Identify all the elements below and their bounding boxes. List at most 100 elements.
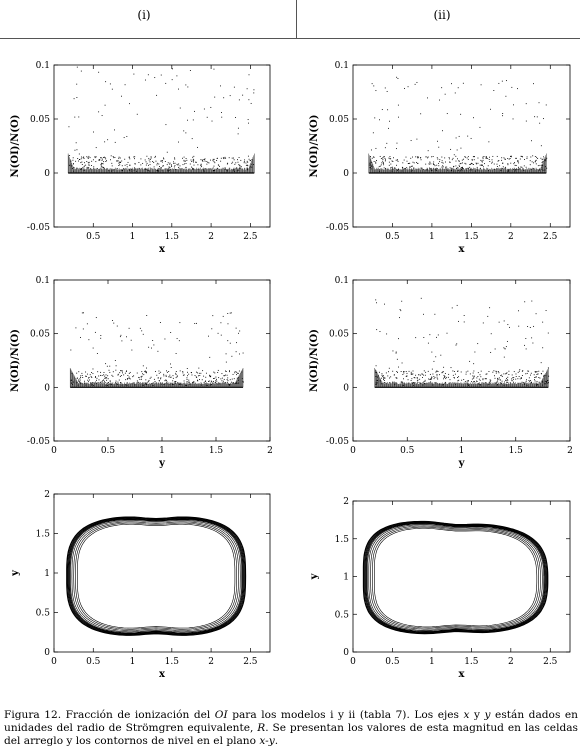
data-point [413, 382, 415, 384]
data-point [451, 159, 453, 161]
data-point [162, 157, 164, 159]
data-point [240, 159, 242, 161]
data-point [236, 374, 238, 376]
data-point [204, 170, 206, 172]
data-point [118, 161, 120, 163]
data-point [172, 380, 174, 382]
data-point [403, 371, 405, 372]
data-point [388, 157, 390, 159]
data-point [420, 113, 422, 115]
data-point [175, 377, 177, 379]
data-point [465, 373, 467, 375]
data-point [397, 78, 399, 79]
data-point [107, 375, 109, 377]
data-point [138, 376, 140, 378]
figure-caption: Figura 12. Fracción de ionización del OI… [4, 709, 578, 747]
data-point [176, 375, 178, 377]
data-point [250, 102, 252, 104]
data-point [206, 163, 208, 165]
data-point [187, 375, 188, 377]
data-point [442, 371, 444, 373]
data-point [185, 166, 187, 168]
data-point [519, 168, 521, 170]
data-point [544, 159, 546, 161]
data-point [76, 66, 78, 68]
data-point [80, 162, 82, 164]
data-point [205, 384, 207, 386]
data-point [417, 379, 419, 381]
data-point [96, 379, 97, 381]
data-point [227, 323, 229, 325]
data-point [211, 328, 213, 330]
data-point [461, 159, 463, 161]
data-point [502, 166, 504, 168]
data-point [160, 74, 162, 76]
data-point [455, 155, 457, 157]
data-point [240, 166, 242, 168]
data-point [81, 164, 83, 165]
data-point [414, 83, 416, 85]
data-point [530, 380, 532, 381]
data-point [536, 380, 538, 382]
data-point [138, 377, 140, 379]
data-point [173, 162, 175, 164]
data-point [526, 372, 528, 374]
data-point [116, 384, 118, 385]
data-point [434, 313, 436, 315]
data-point [148, 346, 150, 348]
data-point [227, 381, 229, 383]
data-point [211, 381, 213, 383]
data-point [394, 167, 396, 169]
data-point [207, 161, 209, 163]
data-point [174, 165, 176, 167]
data-point [235, 117, 236, 118]
data-point [457, 370, 459, 372]
data-point [84, 380, 85, 382]
data-point [370, 161, 372, 163]
y-tick-label: -0.05 [326, 437, 349, 447]
data-point [166, 164, 168, 166]
data-point [545, 160, 547, 162]
data-point [138, 162, 140, 163]
data-point [450, 148, 452, 150]
data-point [232, 157, 234, 159]
data-point [238, 382, 240, 384]
contour-level [366, 522, 546, 633]
data-point [490, 108, 491, 110]
data-point [129, 103, 130, 105]
data-point [170, 332, 172, 334]
data-point [537, 165, 539, 167]
data-point [506, 377, 507, 379]
data-point [436, 377, 438, 379]
data-point [487, 157, 489, 159]
data-point [471, 378, 473, 380]
data-point [84, 375, 86, 377]
data-point [523, 381, 525, 383]
data-point [542, 347, 544, 349]
data-point [158, 163, 160, 165]
data-point [530, 169, 532, 170]
data-point [185, 84, 187, 86]
data-point [444, 161, 446, 163]
data-point [157, 169, 159, 171]
data-point [203, 170, 204, 172]
data-point [534, 379, 535, 381]
contour-level [370, 525, 541, 630]
data-point [193, 168, 195, 170]
data-point [98, 160, 100, 161]
data-point [467, 135, 469, 137]
y-axis-label: y [309, 572, 320, 580]
data-point [398, 366, 400, 368]
data-point [541, 162, 543, 164]
contour-level [367, 523, 545, 632]
data-point [111, 88, 113, 90]
data-point [479, 126, 481, 128]
data-point [120, 370, 122, 372]
data-point [202, 370, 204, 372]
data-point [203, 382, 205, 384]
data-point [424, 383, 426, 385]
y-tick-label: 0.1 [335, 276, 349, 286]
data-point [169, 162, 171, 164]
data-point [226, 374, 228, 376]
data-point [200, 163, 202, 165]
